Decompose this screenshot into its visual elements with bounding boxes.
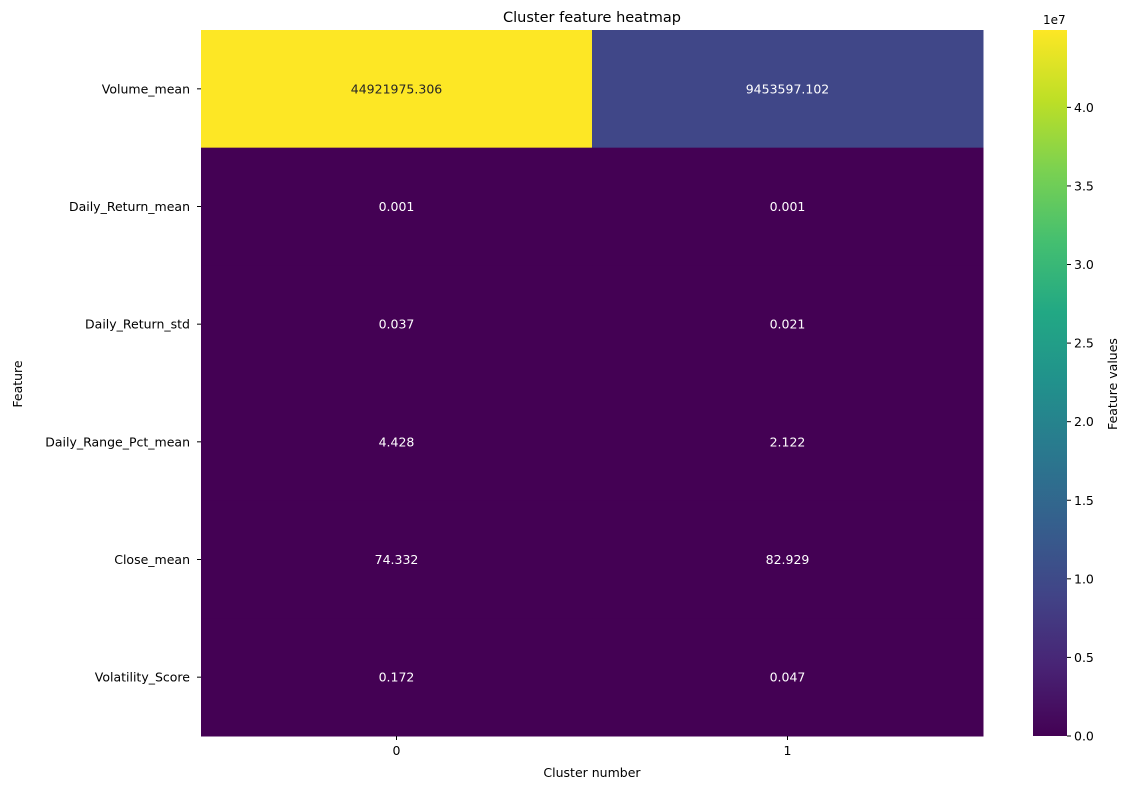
y-axis-label: Feature	[10, 360, 25, 408]
heatmap-cell-label: 0.001	[379, 199, 415, 214]
heatmap-cell-label: 0.172	[379, 670, 415, 685]
colorbar-gradient	[1033, 30, 1067, 736]
heatmap-cell	[592, 500, 984, 619]
colorbar-tick-label: 0.5	[1074, 650, 1094, 665]
heatmap-cell-label: 0.037	[379, 317, 415, 332]
colorbar-offset-label: 1e7	[1043, 13, 1066, 27]
colorbar-tick-label: 1.5	[1074, 493, 1094, 508]
heatmap-cell-label: 0.047	[770, 670, 806, 685]
y-tick-label: Close_mean	[114, 552, 190, 567]
heatmap-cell	[201, 500, 593, 619]
y-tick-label: Volume_mean	[102, 81, 190, 96]
x-tick-label: 1	[784, 743, 792, 758]
colorbar-ticks: 0.0 0.5 1.0 1.5 2.0 2.5 3.0 3.5 4.0	[1067, 100, 1094, 744]
x-tick-label: 0	[393, 743, 401, 758]
heatmap-cell-label: 0.021	[770, 317, 806, 332]
heatmap-cell	[201, 147, 593, 266]
colorbar-tick-label: 3.5	[1074, 178, 1094, 193]
colorbar-tick-label: 4.0	[1074, 100, 1094, 115]
colorbar-label: Feature values	[1105, 338, 1120, 430]
colorbar-tick-label: 1.0	[1074, 571, 1094, 586]
heatmap-cells	[201, 30, 984, 737]
heatmap-cell-label: 44921975.306	[351, 81, 443, 96]
heatmap-cell-label: 9453597.102	[746, 81, 830, 96]
heatmap-cell	[592, 265, 984, 384]
heatmap-cell	[201, 618, 593, 737]
heatmap-cell-label: 0.001	[770, 199, 806, 214]
colorbar-tick-label: 0.0	[1074, 729, 1094, 744]
y-tick-label: Daily_Return_mean	[69, 199, 190, 214]
y-tick-label: Daily_Return_std	[85, 317, 190, 332]
heatmap-cell	[201, 265, 593, 384]
colorbar-tick-label: 2.5	[1074, 336, 1094, 351]
heatmap-cell-labels: 44921975.306 9453597.102 0.001 0.001 0.037 0.…	[351, 81, 829, 684]
heatmap-cell-label: 2.122	[770, 434, 806, 449]
x-axis-label: Cluster number	[543, 765, 641, 780]
heatmap-cell	[201, 383, 593, 502]
heatmap-cell	[592, 618, 984, 737]
y-tick-label: Volatility_Score	[95, 670, 191, 685]
colorbar-tick-label: 3.0	[1074, 257, 1094, 272]
heatmap-cell-label: 74.332	[375, 552, 419, 567]
colorbar-tick-label: 2.0	[1074, 414, 1094, 429]
heatmap-cell	[592, 30, 984, 149]
heatmap-cell	[592, 383, 984, 502]
y-axis: Volume_mean Daily_Return_mean Daily_Return…	[45, 81, 201, 685]
heatmap-cell	[592, 147, 984, 266]
heatmap-cell-label: 82.929	[766, 552, 810, 567]
y-tick-label: Daily_Range_Pct_mean	[45, 434, 190, 449]
chart-title: Cluster feature heatmap	[503, 10, 681, 26]
heatmap-cell	[201, 30, 593, 149]
colorbar: 0.0 0.5 1.0 1.5 2.0 2.5 3.0 3.5 4.0 1e7 Feature …	[1033, 13, 1120, 744]
heatmap-cell-label: 4.428	[379, 434, 415, 449]
